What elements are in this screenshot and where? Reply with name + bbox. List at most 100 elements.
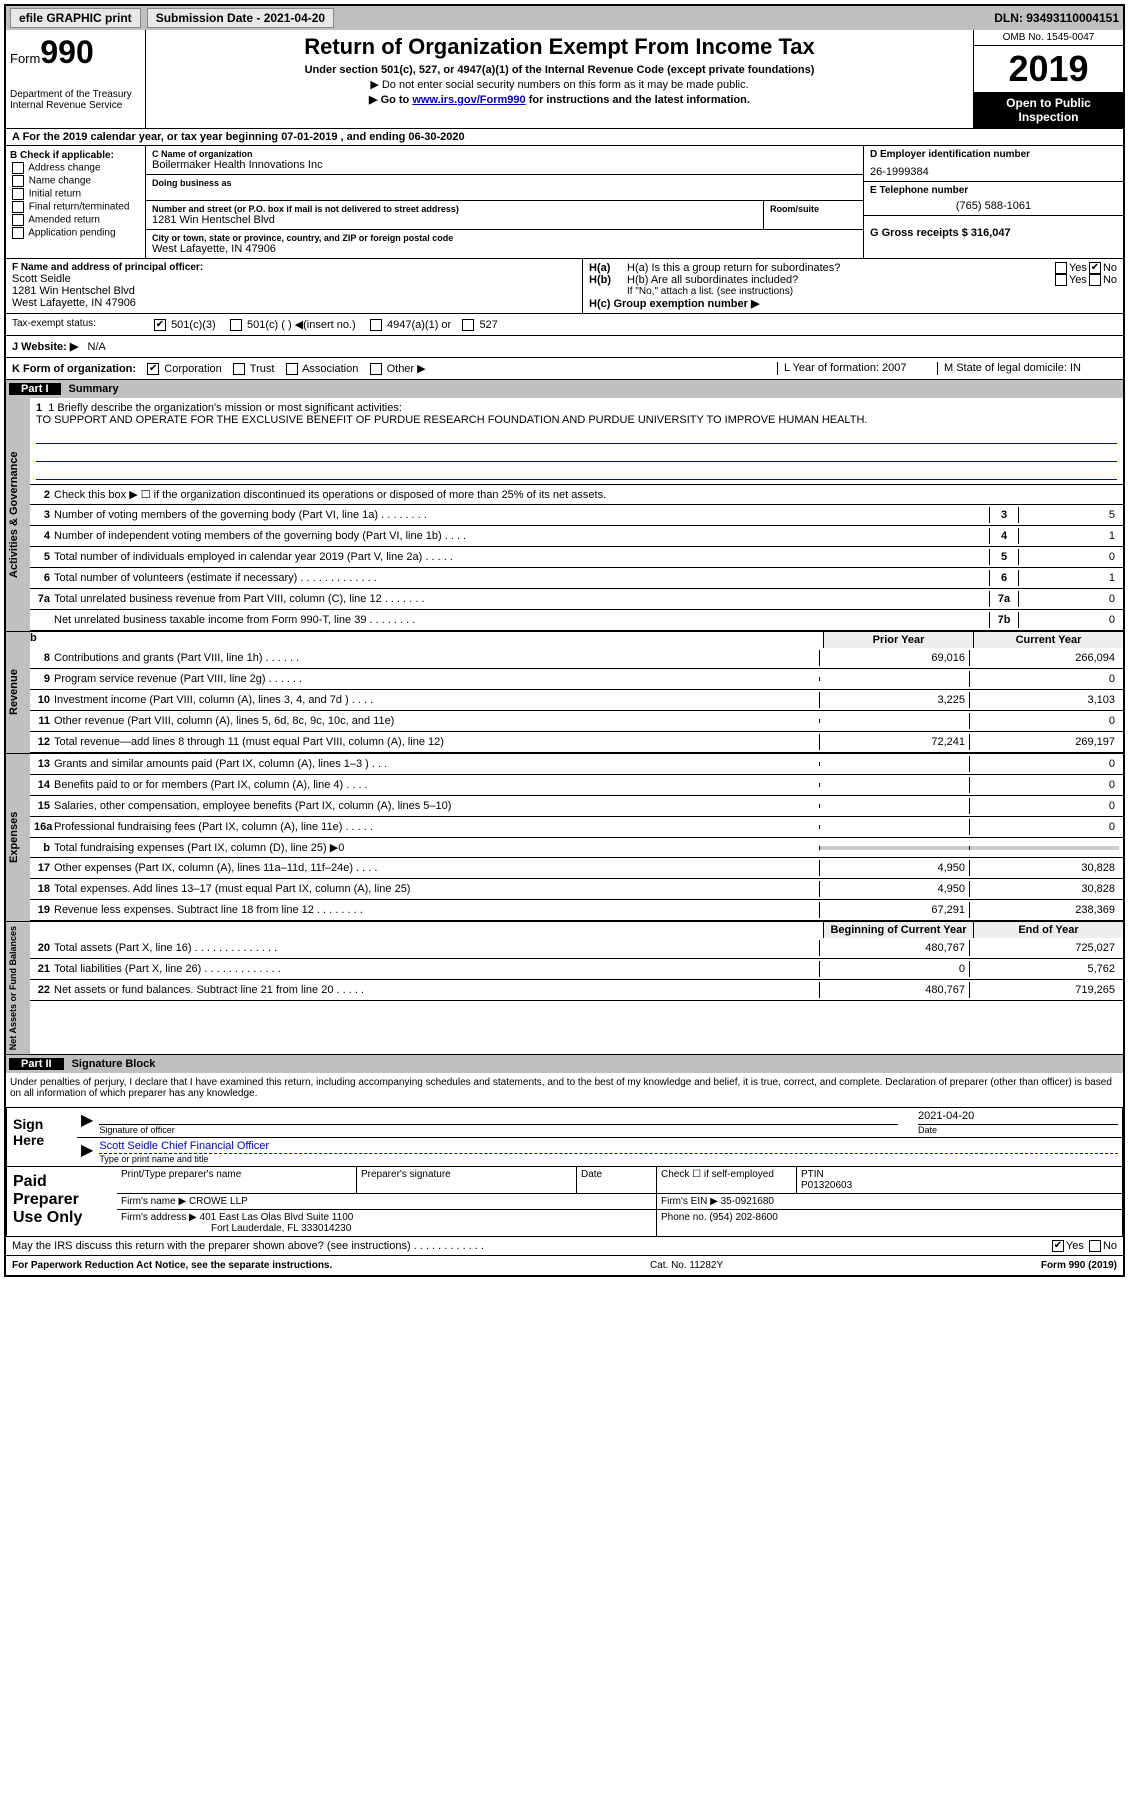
section-d: D Employer identification number 26-1999… [863, 146, 1123, 258]
phone: (765) 588-1061 [870, 200, 1117, 212]
form-note1: ▶ Do not enter social security numbers o… [150, 78, 969, 91]
summary-line: 18Total expenses. Add lines 13–17 (must … [30, 879, 1123, 900]
officer-cell: F Name and address of principal officer:… [6, 259, 583, 313]
summary-line: 21Total liabilities (Part X, line 26) . … [30, 959, 1123, 980]
summary-line: 4Number of independent voting members of… [30, 526, 1123, 547]
form-label: Form990 [10, 51, 94, 66]
tax-status-row: Tax-exempt status: ✔ 501(c)(3) 501(c) ( … [6, 314, 1123, 336]
check-501c[interactable] [230, 319, 242, 331]
irs-link[interactable]: www.irs.gov/Form990 [412, 94, 525, 106]
ptin: P01320603 [801, 1180, 1118, 1191]
part1-title: Summary [69, 383, 119, 395]
check-pending[interactable]: Application pending [10, 227, 141, 239]
info-row: B Check if applicable: Address change Na… [6, 146, 1123, 259]
summary-line: 13Grants and similar amounts paid (Part … [30, 754, 1123, 775]
rev-section: Revenue bPrior YearCurrent Year 8Contrib… [6, 632, 1123, 754]
summary-line: 7aTotal unrelated business revenue from … [30, 589, 1123, 610]
check-amended[interactable]: Amended return [10, 214, 141, 226]
sign-here-block: Sign Here ▶ Signature of officer 2021-04… [6, 1107, 1123, 1167]
summary-line: 20Total assets (Part X, line 16) . . . .… [30, 938, 1123, 959]
check-trust[interactable] [233, 363, 245, 375]
room-cell: Room/suite [763, 201, 863, 229]
section-b: B Check if applicable: Address change Na… [6, 146, 146, 258]
header-center: Return of Organization Exempt From Incom… [146, 30, 973, 128]
check-discuss-yes[interactable]: ✔ [1052, 1240, 1064, 1252]
summary-line: 12Total revenue—add lines 8 through 11 (… [30, 732, 1123, 753]
org-name-cell: C Name of organization Boilermaker Healt… [146, 146, 863, 175]
sidebar-rev: Revenue [6, 632, 30, 753]
sig-name-line: ▶ Scott Seidle Chief Financial OfficerTy… [77, 1138, 1122, 1166]
check-501c3[interactable]: ✔ [154, 319, 166, 331]
footer-mid: Cat. No. 11282Y [650, 1260, 723, 1271]
summary-line: 9Program service revenue (Part VIII, lin… [30, 669, 1123, 690]
exp-section: Expenses 13Grants and similar amounts pa… [6, 754, 1123, 922]
prep-name-label: Print/Type preparer's name [117, 1167, 357, 1193]
form-number-box: Form990 Department of the Treasury Inter… [6, 30, 146, 128]
preparer-block: Paid Preparer Use Only Print/Type prepar… [6, 1167, 1123, 1237]
irs-text: Internal Revenue Service [10, 100, 141, 111]
check-address-change[interactable]: Address change [10, 162, 141, 174]
summary-line: 6Total number of volunteers (estimate if… [30, 568, 1123, 589]
paid-preparer-label: Paid Preparer Use Only [7, 1167, 117, 1236]
line-2: 2Check this box ▶ ☐ if the organization … [30, 485, 1123, 505]
form-title: Return of Organization Exempt From Incom… [150, 34, 969, 60]
net-header: Beginning of Current YearEnd of Year [30, 922, 1123, 938]
summary-line: 10Investment income (Part VIII, column (… [30, 690, 1123, 711]
officer-addr1: 1281 Win Hentschel Blvd [12, 285, 576, 297]
form-number: 990 [40, 34, 93, 70]
summary-line: bTotal fundraising expenses (Part IX, co… [30, 838, 1123, 858]
gov-section: Activities & Governance 1 1 Briefly desc… [6, 398, 1123, 632]
sidebar-gov: Activities & Governance [6, 398, 30, 631]
submission-date-button[interactable]: Submission Date - 2021-04-20 [147, 8, 334, 28]
summary-line: 11Other revenue (Part VIII, column (A), … [30, 711, 1123, 732]
header-right: OMB No. 1545-0047 2019 Open to Public In… [973, 30, 1123, 128]
discuss-row: May the IRS discuss this return with the… [6, 1237, 1123, 1256]
section-b-label: B Check if applicable: [10, 150, 141, 161]
website-row: J Website: ▶ N/A [6, 336, 1123, 358]
dept-text: Department of the Treasury [10, 89, 141, 100]
part2-label: Part II [9, 1058, 64, 1070]
header-row: Form990 Department of the Treasury Inter… [6, 30, 1123, 129]
footer-right: Form 990 (2019) [1041, 1260, 1117, 1271]
ein: 26-1999384 [870, 166, 1117, 178]
dba-cell: Doing business as [146, 175, 863, 201]
officer-addr2: West Lafayette, IN 47906 [12, 297, 576, 309]
addr-cell: Number and street (or P.O. box if mail i… [146, 201, 763, 229]
check-assoc[interactable] [286, 363, 298, 375]
form-container: efile GRAPHIC print Submission Date - 20… [4, 4, 1125, 1277]
rev-header: bPrior YearCurrent Year [30, 632, 1123, 648]
k-row: K Form of organization: ✔ Corporation Tr… [6, 358, 1123, 380]
check-other[interactable] [370, 363, 382, 375]
check-4947[interactable] [370, 319, 382, 331]
prep-sig-label: Preparer's signature [357, 1167, 577, 1193]
fg-row: F Name and address of principal officer:… [6, 259, 1123, 314]
tax-year: 2019 [974, 46, 1123, 92]
open-public-badge: Open to Public Inspection [974, 92, 1123, 128]
firm-ein: 35-0921680 [721, 1196, 774, 1207]
address: 1281 Win Hentschel Blvd [152, 214, 757, 226]
gross-cell: G Gross receipts $ 316,047 [864, 216, 1123, 242]
gross-receipts: G Gross receipts $ 316,047 [870, 227, 1117, 239]
part2-header: Part II Signature Block [6, 1055, 1123, 1073]
check-final-return[interactable]: Final return/terminated [10, 201, 141, 213]
check-discuss-no[interactable] [1089, 1240, 1101, 1252]
part1-label: Part I [9, 383, 61, 395]
officer-name: Scott Seidle [12, 273, 576, 285]
check-self-employed[interactable]: Check ☐ if self-employed [657, 1167, 797, 1193]
check-name-change[interactable]: Name change [10, 175, 141, 187]
summary-line: 15Salaries, other compensation, employee… [30, 796, 1123, 817]
summary-line: 14Benefits paid to or for members (Part … [30, 775, 1123, 796]
check-corp[interactable]: ✔ [147, 363, 159, 375]
efile-button[interactable]: efile GRAPHIC print [10, 8, 141, 28]
dln-text: DLN: 93493110004151 [994, 11, 1119, 25]
penalty-text: Under penalties of perjury, I declare th… [6, 1073, 1123, 1103]
check-initial-return[interactable]: Initial return [10, 188, 141, 200]
sig-officer-line: ▶ Signature of officer 2021-04-20Date [77, 1108, 1122, 1138]
topbar: efile GRAPHIC print Submission Date - 20… [6, 6, 1123, 30]
h-section: H(a)H(a) Is this a group return for subo… [583, 259, 1123, 313]
summary-line: 17Other expenses (Part IX, column (A), l… [30, 858, 1123, 879]
mission-cell: 1 1 Briefly describe the organization's … [30, 398, 1123, 485]
section-c: C Name of organization Boilermaker Healt… [146, 146, 863, 258]
sig-date: 2021-04-20 [918, 1110, 1118, 1124]
check-527[interactable] [462, 319, 474, 331]
